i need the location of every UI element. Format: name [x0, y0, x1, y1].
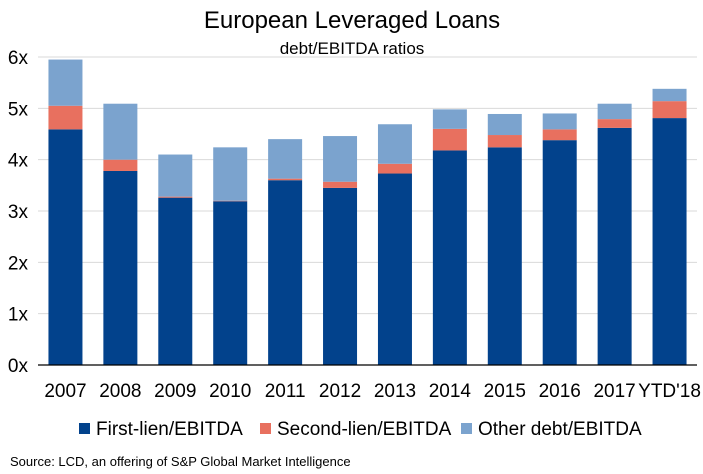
y-axis: 0x 1x 2x 3x 4x 5x 6x	[8, 48, 29, 377]
x-tick-label: 2017	[593, 381, 635, 402]
legend-swatch-second-lien-ebitda	[260, 423, 271, 434]
bar-first-lien-ebitda-2015	[487, 147, 522, 365]
bar-other-debt-ebitda-2012	[323, 136, 358, 182]
chart-title: European Leveraged Loans	[204, 7, 500, 34]
y-tick-label: 6x	[8, 48, 29, 69]
legend-swatch-other-debt-ebitda	[461, 423, 472, 434]
bar-second-lien-ebitda-2015	[487, 135, 522, 148]
bar-first-lien-ebitda-2017	[597, 127, 632, 365]
x-tick-label: 2007	[44, 381, 86, 402]
bar-first-lien-ebitda-2014	[432, 150, 467, 365]
x-tick-label: 2014	[429, 381, 472, 402]
legend-label-second-lien-ebitda: Second-lien/EBITDA	[277, 419, 452, 440]
bar-first-lien-ebitda-2007	[48, 129, 83, 365]
bar-other-debt-ebitda-2007	[48, 59, 83, 106]
bar-first-lien-ebitda-2016	[542, 140, 577, 365]
x-axis: 2007 2008 2009 2010 2011 2012 2013 2014 2015 2016…	[44, 381, 701, 402]
bar-second-lien-ebitda-2014	[432, 128, 467, 151]
bar-second-lien-ebitda-2012	[323, 181, 358, 188]
legend-label-other-debt-ebitda: Other debt/EBITDA	[478, 419, 642, 440]
x-tick-label: 2008	[99, 381, 141, 402]
bar-first-lien-ebitda-ytd-18	[652, 118, 687, 365]
y-tick-label: 5x	[8, 99, 29, 120]
bar-other-debt-ebitda-ytd-18	[652, 88, 687, 102]
bar-second-lien-ebitda-2008	[103, 159, 138, 171]
bar-other-debt-ebitda-2017	[597, 103, 632, 120]
x-tick-label: 2012	[319, 381, 361, 402]
bar-other-debt-ebitda-2013	[377, 124, 412, 164]
y-tick-label: 0x	[8, 356, 29, 377]
bar-other-debt-ebitda-2011	[268, 139, 303, 179]
source-note: Source: LCD, an offering of S&P Global M…	[10, 454, 351, 469]
bar-first-lien-ebitda-2008	[103, 170, 138, 365]
bar-second-lien-ebitda-2010	[213, 200, 248, 202]
x-tick-label: 2009	[154, 381, 196, 402]
bar-other-debt-ebitda-2015	[487, 113, 522, 136]
bar-second-lien-ebitda-2017	[597, 119, 632, 128]
x-tick-label: YTD'18	[638, 381, 701, 402]
x-tick-label: 2013	[374, 381, 416, 402]
x-tick-label: 2010	[209, 381, 251, 402]
bar-second-lien-ebitda-2011	[268, 178, 303, 181]
bar-second-lien-ebitda-2007	[48, 105, 83, 130]
legend-swatch-first-lien-ebitda	[79, 423, 90, 434]
bar-second-lien-ebitda-ytd-18	[652, 101, 687, 119]
bar-second-lien-ebitda-2013	[377, 163, 412, 174]
bars	[48, 59, 687, 365]
legend-label-first-lien-ebitda: First-lien/EBITDA	[96, 419, 243, 440]
bar-other-debt-ebitda-2016	[542, 113, 577, 130]
bar-first-lien-ebitda-2012	[323, 187, 358, 365]
bar-first-lien-ebitda-2009	[158, 197, 193, 365]
x-tick-label: 2015	[484, 381, 526, 402]
bar-first-lien-ebitda-2010	[213, 201, 248, 365]
y-tick-label: 4x	[8, 151, 29, 172]
x-tick-label: 2016	[539, 381, 581, 402]
bar-first-lien-ebitda-2011	[268, 180, 303, 365]
y-tick-label: 1x	[8, 305, 29, 326]
bar-other-debt-ebitda-2008	[103, 103, 138, 160]
chart-subtitle: debt/EBITDA ratios	[280, 39, 425, 58]
legend: First-lien/EBITDA Second-lien/EBITDA Other…	[79, 419, 642, 440]
bar-first-lien-ebitda-2013	[377, 173, 412, 365]
bar-second-lien-ebitda-2016	[542, 129, 577, 141]
bar-second-lien-ebitda-2009	[158, 196, 193, 198]
y-tick-label: 3x	[8, 202, 29, 223]
bar-other-debt-ebitda-2014	[432, 109, 467, 129]
y-tick-label: 2x	[8, 253, 29, 274]
gridlines	[38, 56, 697, 315]
bar-other-debt-ebitda-2010	[213, 147, 248, 201]
x-tick-label: 2011	[265, 381, 306, 402]
bar-other-debt-ebitda-2009	[158, 154, 193, 197]
